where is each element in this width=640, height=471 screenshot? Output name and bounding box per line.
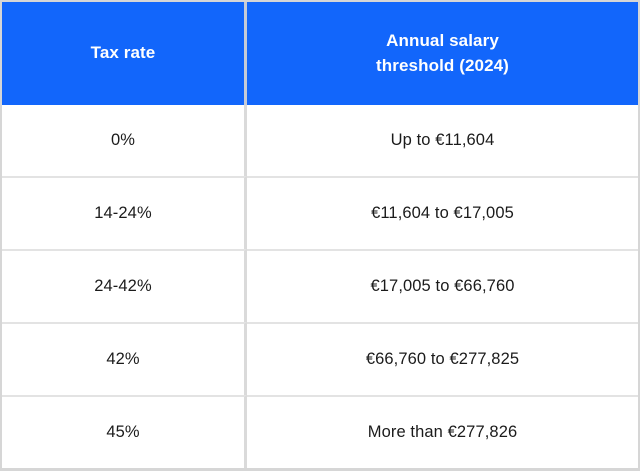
header-cell-tax-rate: Tax rate — [2, 2, 247, 105]
header-row: Tax rate Annual salary threshold (2024) — [2, 2, 638, 105]
table-row: 0% Up to €11,604 — [2, 105, 638, 176]
cell-tax-rate: 45% — [2, 395, 247, 468]
cell-threshold: €66,760 to €277,825 — [247, 322, 638, 395]
cell-threshold: More than €277,826 — [247, 395, 638, 468]
cell-threshold: €11,604 to €17,005 — [247, 176, 638, 249]
table-row: 24-42% €17,005 to €66,760 — [2, 249, 638, 322]
cell-tax-rate: 42% — [2, 322, 247, 395]
table-row: 14-24% €11,604 to €17,005 — [2, 176, 638, 249]
cell-tax-rate: 14-24% — [2, 176, 247, 249]
table-row: 42% €66,760 to €277,825 — [2, 322, 638, 395]
cell-threshold: €17,005 to €66,760 — [247, 249, 638, 322]
cell-tax-rate: 24-42% — [2, 249, 247, 322]
table-row: 45% More than €277,826 — [2, 395, 638, 468]
cell-tax-rate: 0% — [2, 105, 247, 176]
header-cell-salary-threshold: Annual salary threshold (2024) — [247, 2, 638, 105]
cell-threshold: Up to €11,604 — [247, 105, 638, 176]
